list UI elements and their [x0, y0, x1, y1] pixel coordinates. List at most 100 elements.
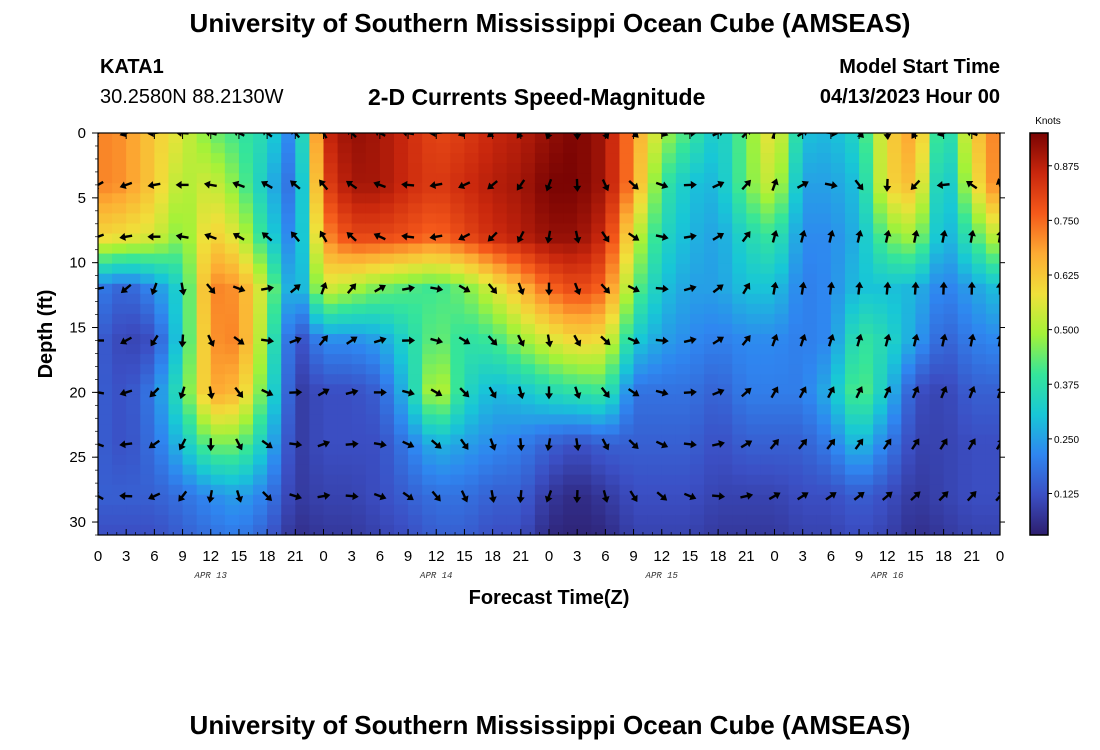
heatmap-cell [619, 394, 635, 405]
heatmap-cell [351, 273, 367, 285]
heatmap-cell [859, 203, 874, 214]
heatmap-cell [647, 143, 663, 154]
heatmap-cell [140, 494, 155, 506]
heatmap-cell [957, 283, 973, 295]
heatmap-cell [393, 454, 409, 466]
heatmap-cell [704, 183, 719, 194]
heatmap-cell [295, 223, 310, 235]
heatmap-cell [450, 474, 466, 486]
heatmap-cell [760, 193, 776, 204]
heatmap-cell [393, 394, 409, 405]
heatmap-cell [295, 444, 310, 456]
heatmap-cell [859, 414, 874, 426]
arrow-head [267, 284, 274, 293]
heatmap-cell [534, 444, 550, 456]
heatmap-cell [605, 364, 621, 375]
arrow-head [940, 385, 948, 394]
heatmap-cell [506, 233, 522, 245]
heatmap-cell [901, 464, 917, 476]
heatmap-cell [689, 504, 705, 516]
heatmap-cell [746, 193, 761, 204]
current-arrow [232, 133, 245, 137]
heatmap-cell [887, 434, 902, 446]
heatmap-cell [506, 334, 522, 345]
arrow-head [119, 388, 127, 397]
arrow-head [266, 389, 274, 397]
heatmap-cell [154, 293, 170, 305]
heatmap-cell [309, 173, 325, 184]
arrow-head [801, 180, 809, 188]
current-arrow [883, 386, 892, 399]
heatmap-cell [365, 414, 381, 426]
heatmap-cell [112, 504, 127, 516]
heatmap-cell [520, 484, 536, 496]
heatmap-cell [238, 444, 254, 456]
heatmap-cell [506, 293, 522, 305]
heatmap-cell [464, 173, 480, 184]
heatmap-cell [450, 454, 466, 466]
current-arrow [373, 336, 387, 345]
heatmap-cell [492, 514, 508, 526]
heatmap-cell [802, 374, 818, 385]
heatmap-cell [281, 334, 296, 345]
heatmap-cell [506, 273, 522, 285]
heatmap-cell [647, 464, 663, 476]
heatmap-cell [337, 283, 353, 295]
heatmap-cell [859, 364, 874, 375]
heatmap-cell [295, 434, 310, 446]
heatmap-cell [168, 153, 184, 164]
heatmap-cell [140, 444, 155, 456]
heatmap-cell [323, 163, 339, 174]
heatmap-cell [746, 424, 761, 436]
arrow-head [429, 181, 437, 190]
heatmap-cell [633, 233, 649, 245]
heatmap-cell [224, 354, 240, 365]
heatmap-cell [534, 213, 550, 225]
heatmap-cell [647, 394, 663, 405]
heatmap-cell [140, 524, 155, 535]
heatmap-cell [971, 243, 987, 255]
heatmap-cell [605, 243, 621, 255]
heatmap-cell [591, 444, 606, 456]
heatmap-cell [591, 213, 606, 225]
heatmap-cell [985, 243, 1000, 255]
heatmap-cell [492, 153, 508, 164]
current-arrow [827, 229, 836, 243]
heatmap-cell [591, 133, 606, 144]
heatmap-cell [379, 143, 395, 154]
heatmap-cell [549, 394, 564, 405]
heatmap-cell [393, 384, 409, 395]
heatmap-cell [647, 454, 663, 466]
heatmap-cell [281, 354, 296, 365]
heatmap-cell [351, 223, 367, 235]
heatmap-cell [422, 183, 437, 194]
heatmap-cell [534, 303, 550, 315]
heatmap-cell [210, 263, 226, 275]
heatmap-cell [689, 323, 705, 335]
heatmap-cell [309, 444, 325, 456]
arrow-head [235, 443, 243, 451]
heatmap-cell [718, 193, 733, 204]
heatmap-cell [746, 223, 761, 235]
heatmap-cell [253, 283, 268, 295]
heatmap-cell [704, 233, 719, 245]
heatmap-cell [450, 313, 466, 325]
heatmap-cell [577, 474, 592, 486]
heatmap-cell [253, 384, 268, 395]
heatmap-cell [704, 313, 719, 325]
heatmap-cell [971, 334, 987, 345]
arrow-head [573, 288, 582, 296]
heatmap-cell [534, 253, 550, 265]
heatmap-cell [140, 384, 155, 395]
heatmap-cell [647, 344, 663, 355]
heatmap-cell [351, 263, 367, 275]
heatmap-cell [802, 293, 818, 305]
heatmap-cell [534, 243, 550, 255]
heatmap-cell [929, 484, 945, 496]
heatmap-cell [379, 344, 395, 355]
heatmap-cell [520, 384, 536, 395]
heatmap-cell [534, 344, 550, 355]
heatmap-cell [802, 263, 818, 275]
heatmap-cell [478, 434, 494, 446]
heatmap-cell [844, 404, 860, 415]
